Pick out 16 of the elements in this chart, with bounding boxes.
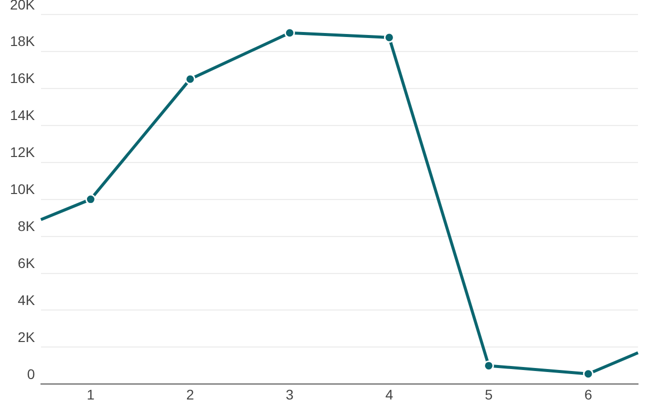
- x-tick-label: 4: [385, 386, 394, 402]
- y-tick-label: 0: [27, 366, 36, 382]
- x-tick-label: 3: [286, 386, 294, 402]
- y-tick-label: 12K: [10, 144, 36, 160]
- y-tick-label: 14K: [10, 107, 36, 124]
- x-tick-label: 2: [186, 386, 194, 402]
- y-tick-label: 2K: [18, 329, 36, 346]
- x-tick-label: 5: [484, 386, 493, 402]
- y-tick-label: 4K: [18, 292, 36, 308]
- y-tick-label: 10K: [10, 181, 36, 198]
- y-tick-label: 6K: [18, 255, 36, 272]
- x-tick-label: 1: [86, 386, 95, 402]
- y-tick-label: 18K: [10, 33, 36, 50]
- x-tick-label: 6: [584, 386, 592, 402]
- y-tick-label: 16K: [10, 70, 36, 86]
- y-tick-label: 8K: [18, 218, 36, 234]
